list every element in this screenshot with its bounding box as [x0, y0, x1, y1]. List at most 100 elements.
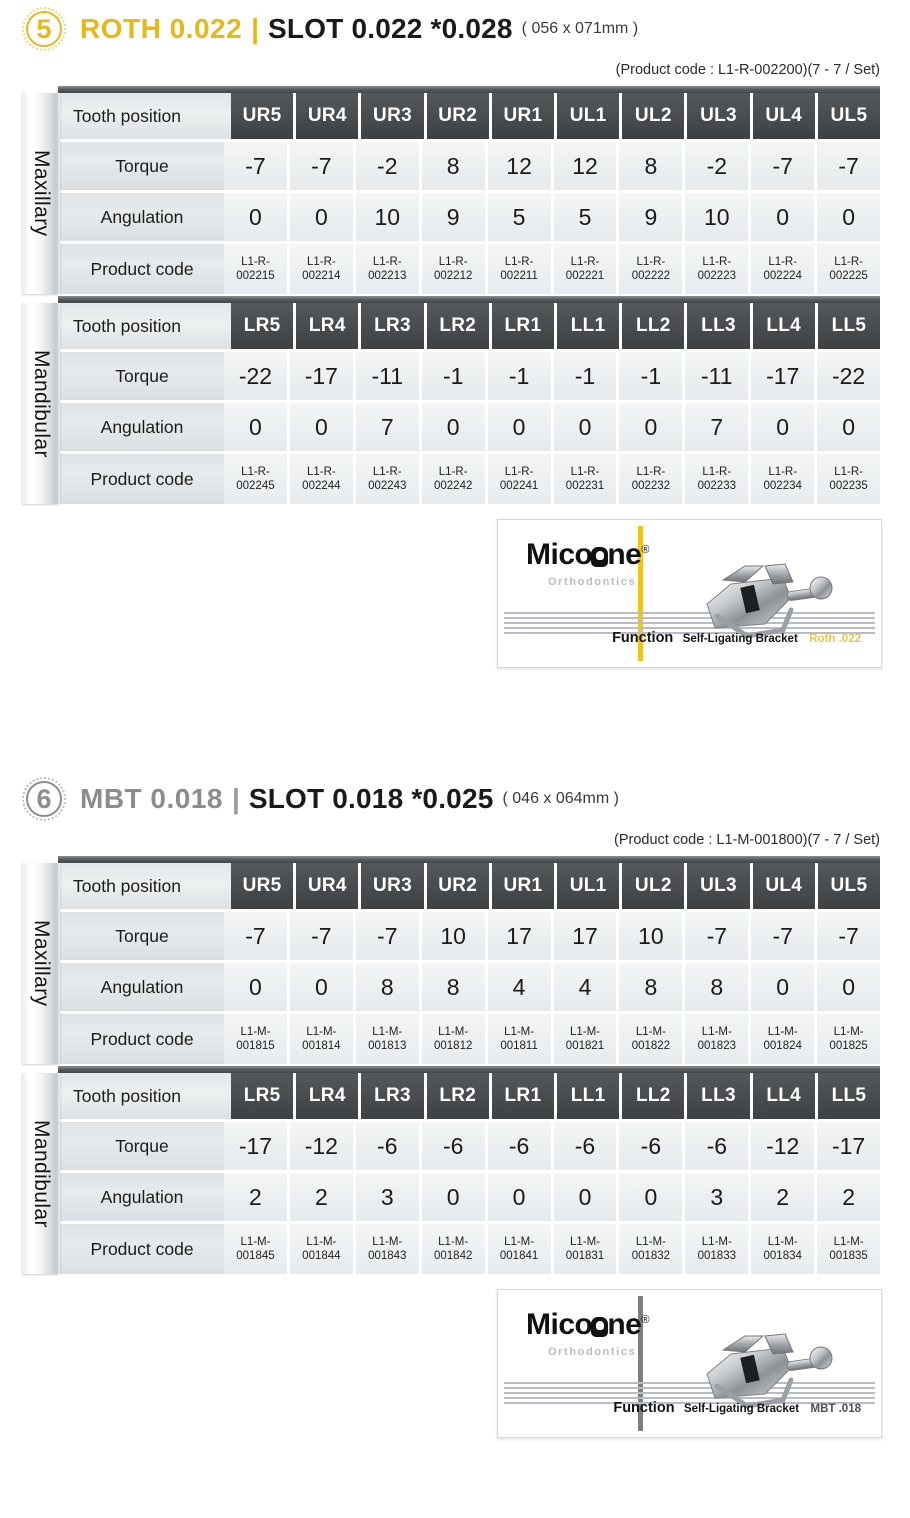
- table-group-mandibular: Mandibular Tooth position LR5 LR4 LR3 LR2 LR…: [22, 1066, 881, 1274]
- product-code-line: 002222: [631, 270, 671, 282]
- group-side-label-text: Maxillary: [30, 920, 53, 1007]
- table-row-product-code: Product code L1-M- 001815 L1-M- 001814 L1-M-…: [60, 1014, 881, 1064]
- product-code-line: L1-R-: [372, 465, 402, 478]
- product-code-line: 002245: [236, 480, 275, 492]
- badge-dashed-ring-icon: [22, 777, 66, 821]
- table-row-product-code: Product code L1-R- 002215 L1-R- 002214 L1-R-…: [60, 244, 881, 294]
- product-code-cell: L1-R- 002242: [421, 454, 485, 504]
- product-code-cell: L1-M- 001843: [355, 1224, 419, 1274]
- table-cell: LL1: [557, 1073, 620, 1119]
- product-code-line: L1-M-: [372, 1235, 403, 1248]
- spec-table-mbt: Maxillary Tooth position UR5 UR4 UR3 UR2 UR1…: [22, 856, 881, 1274]
- product-code-line: 002234: [763, 480, 802, 492]
- product-code-cell: L1-R- 002214: [289, 244, 353, 294]
- row-cells: L1-R- 002215 L1-R- 002214 L1-R- 002213 L1-R- 00…: [224, 244, 881, 294]
- product-code-cell: L1-R- 002245: [224, 454, 287, 504]
- bracket-illustration-icon: [706, 563, 833, 639]
- product-code-line: 002235: [829, 480, 868, 492]
- function-label: Function: [613, 1400, 675, 1416]
- table-cell: -1: [553, 352, 617, 400]
- table-cell: UL5: [817, 93, 881, 139]
- table-cell: -7: [289, 912, 353, 960]
- product-code-line: 001811: [500, 1040, 538, 1052]
- product-code-line: 002241: [499, 480, 539, 492]
- product-code-line: L1-R-: [504, 465, 534, 478]
- product-code-cell: L1-R- 002211: [487, 244, 551, 294]
- product-code-cell: L1-R- 002243: [355, 454, 419, 504]
- table-cell: 9: [619, 193, 683, 241]
- product-code-cell: L1-M- 001841: [487, 1224, 551, 1274]
- product-code-cell: L1-R- 002233: [685, 454, 749, 504]
- tooth-icon: [591, 547, 609, 567]
- product-code-line: 002221: [565, 270, 605, 282]
- row-label: Tooth position: [60, 863, 231, 909]
- product-code-cell: L1-M- 001811: [487, 1014, 551, 1064]
- table-cell: 0: [421, 1173, 485, 1221]
- table-cell: UL1: [557, 93, 620, 139]
- row-cells: L1-R- 002245 L1-R- 002244 L1-R- 002243 L1-R- 00…: [224, 454, 881, 504]
- section-number-badge: 6: [22, 777, 66, 821]
- table-cell: LR2: [426, 1073, 489, 1119]
- table-cell: LL4: [752, 1073, 815, 1119]
- section-brand-title: MBT 0.018: [80, 783, 223, 814]
- product-code-line: 001814: [302, 1040, 341, 1052]
- table-cell: UR3: [361, 93, 424, 139]
- product-code-cell: L1-M- 001833: [685, 1224, 749, 1274]
- product-code-line: L1-M-: [833, 1235, 864, 1248]
- table-cell: LL5: [817, 1073, 881, 1119]
- table-cell: 0: [421, 403, 485, 451]
- product-code-cell: L1-M- 001845: [224, 1224, 287, 1274]
- row-label: Torque: [60, 1122, 224, 1170]
- row-label: Product code: [60, 1014, 224, 1064]
- product-code-line: L1-M-: [701, 1025, 732, 1038]
- product-code-line: L1-M-: [767, 1025, 798, 1038]
- table-cell: 0: [817, 963, 881, 1011]
- table-cell: LR5: [231, 303, 294, 349]
- table-row-product-code: Product code L1-M- 001845 L1-M- 001844 L1-M-…: [60, 1224, 881, 1274]
- badge-number: 6: [36, 783, 52, 814]
- product-code-line: L1-M-: [569, 1025, 600, 1038]
- row-cells: L1-M- 001845 L1-M- 001844 L1-M- 001843 L1-M- 00…: [224, 1224, 881, 1274]
- row-label: Torque: [60, 352, 224, 400]
- product-code-line: 002242: [433, 480, 473, 492]
- table-cell: 4: [553, 963, 617, 1011]
- table-cell: LR4: [296, 303, 359, 349]
- card-divider: [638, 1296, 643, 1431]
- table-cell: LR5: [231, 1073, 294, 1119]
- product-code-line: L1-R-: [834, 255, 863, 268]
- table-cell: 10: [355, 193, 419, 241]
- brand-subtitle: Orthodontics: [548, 576, 637, 588]
- product-code-line: L1-R-: [241, 465, 270, 478]
- tooth-icon: [591, 1317, 609, 1337]
- table-cell: UL3: [687, 93, 750, 139]
- product-code-cell: L1-R- 002231: [553, 454, 617, 504]
- table-cell: 0: [751, 963, 815, 1011]
- table-cell: 10: [619, 912, 683, 960]
- table-cell: UR2: [426, 863, 489, 909]
- product-code-line: 002215: [236, 270, 275, 282]
- table-cell: 0: [224, 193, 287, 241]
- group-side-label: Mandibular: [22, 1073, 60, 1274]
- product-code-line: 001823: [697, 1040, 736, 1052]
- table-row-tooth-position: Tooth position LR5 LR4 LR3 LR2 LR1 LL1 LL2 LL3 L…: [60, 303, 881, 349]
- section-number-badge: 5: [22, 7, 66, 51]
- product-code-cell: L1-M- 001821: [553, 1014, 617, 1064]
- function-label: Function: [612, 630, 674, 646]
- product-code-line: 001843: [368, 1250, 407, 1262]
- section-slot-title: SLOT 0.022 *0.028: [268, 13, 513, 44]
- table-cell: -1: [487, 352, 551, 400]
- product-code-line: 001845: [236, 1250, 275, 1262]
- product-code-line: L1-R-: [636, 255, 666, 268]
- product-code-line: L1-M-: [504, 1235, 535, 1248]
- row-cells: LR5 LR4 LR3 LR2 LR1 LL1 LL2 LL3 LL4 LL5: [231, 303, 881, 349]
- table-cell: 0: [553, 403, 617, 451]
- table-cell: 0: [487, 403, 551, 451]
- product-code-line: L1-M-: [833, 1025, 864, 1038]
- title-separator: |: [232, 783, 240, 814]
- product-code-cell: L1-M- 001824: [751, 1014, 815, 1064]
- table-row-torque: Torque -17 -12 -6 -6 -6 -6 -6 -6 -12 -17: [60, 1122, 881, 1170]
- table-cell: -11: [355, 352, 419, 400]
- table-row-product-code: Product code L1-R- 002245 L1-R- 002244 L1-R-…: [60, 454, 881, 504]
- product-code-line: L1-M-: [767, 1235, 798, 1248]
- product-code-line: 002232: [631, 480, 671, 492]
